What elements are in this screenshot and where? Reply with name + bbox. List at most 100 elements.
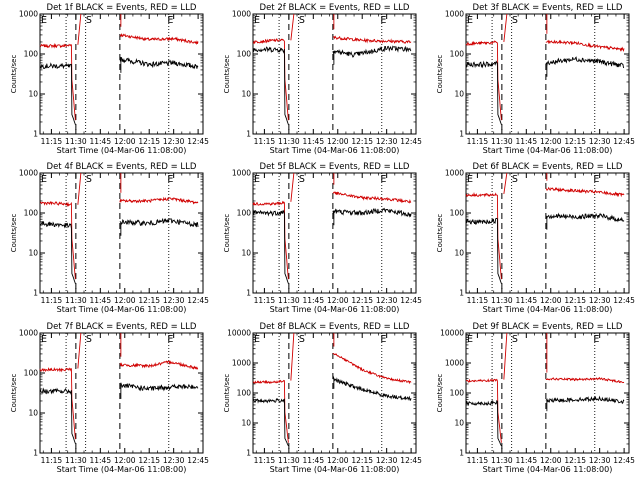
x-tick-label: 11:15 bbox=[41, 296, 63, 305]
x-tick-label: 12:45 bbox=[613, 137, 635, 146]
series-line-lld bbox=[39, 360, 199, 440]
series-line-lld bbox=[252, 191, 412, 280]
x-tick-label: 11:30 bbox=[65, 296, 87, 305]
interval-marker-s: S bbox=[299, 174, 305, 185]
y-tick-label: 100 bbox=[24, 369, 39, 378]
series-rise bbox=[290, 332, 295, 381]
interval-marker-e: E bbox=[167, 15, 173, 26]
panel-title: Det 9f BLACK = Events, RED = LLD bbox=[473, 322, 623, 332]
x-tick-label: 12:00 bbox=[540, 137, 562, 146]
y-tick-label: 10 bbox=[454, 249, 464, 258]
x-tick-label: 11:45 bbox=[302, 456, 324, 465]
interval-marker-s: S bbox=[512, 334, 518, 345]
x-tick-label: 11:15 bbox=[254, 296, 276, 305]
x-tick-label: 11:30 bbox=[491, 456, 513, 465]
panel-title: Det 6f BLACK = Events, RED = LLD bbox=[473, 162, 623, 172]
x-tick-label: 12:00 bbox=[327, 137, 349, 146]
y-tick-label: 1 bbox=[459, 289, 464, 298]
series-line-events bbox=[252, 375, 412, 447]
x-tick-label: 12:30 bbox=[376, 137, 398, 146]
y-tick-label: 10000 bbox=[227, 329, 251, 338]
y-tick-label: 1 bbox=[33, 130, 38, 139]
x-tick-label: 12:30 bbox=[163, 296, 185, 305]
panel-7: Det 7f BLACK = Events, RED = LLD 1 10 100 10… bbox=[10, 322, 209, 474]
y-tick-label: 1 bbox=[246, 289, 251, 298]
x-tick-label: 12:45 bbox=[613, 296, 635, 305]
x-tick-label: 12:00 bbox=[114, 137, 136, 146]
x-axis-label: Start Time (04-Mar-06 11:08:00) bbox=[483, 465, 613, 474]
interval-marker-e: E bbox=[467, 174, 473, 185]
x-tick-label: 11:45 bbox=[89, 137, 111, 146]
x-tick-label: 12:30 bbox=[376, 296, 398, 305]
x-tick-label: 11:30 bbox=[491, 137, 513, 146]
interval-marker-e: E bbox=[254, 15, 260, 26]
y-tick-label: 1000 bbox=[232, 10, 251, 19]
y-tick-label: 1000 bbox=[445, 169, 464, 178]
x-axis-label: Start Time (04-Mar-06 11:08:00) bbox=[57, 465, 187, 474]
y-tick-label: 1 bbox=[246, 449, 251, 458]
x-tick-label: 11:15 bbox=[254, 137, 276, 146]
x-tick-label: 12:00 bbox=[114, 456, 136, 465]
plot-frame bbox=[465, 172, 630, 294]
x-tick-label: 12:45 bbox=[187, 296, 209, 305]
x-tick-label: 12:15 bbox=[138, 456, 160, 465]
y-tick-label: 1000 bbox=[445, 10, 464, 19]
y-axis-label: Counts/sec bbox=[10, 55, 18, 94]
x-tick-label: 11:45 bbox=[302, 137, 324, 146]
x-tick-label: 11:45 bbox=[89, 296, 111, 305]
x-axis-label: Start Time (04-Mar-06 11:08:00) bbox=[483, 146, 613, 155]
interval-marker-e: E bbox=[41, 334, 47, 345]
x-tick-label: 11:45 bbox=[515, 137, 537, 146]
y-tick-label: 100 bbox=[237, 50, 252, 59]
x-tick-label: 12:00 bbox=[114, 296, 136, 305]
panel-title: Det 2f BLACK = Events, RED = LLD bbox=[260, 3, 410, 13]
interval-marker-e: E bbox=[167, 174, 173, 185]
x-tick-label: 12:15 bbox=[564, 456, 586, 465]
panel-title: Det 4f BLACK = Events, RED = LLD bbox=[47, 162, 197, 172]
series-line-lld bbox=[252, 35, 412, 121]
x-tick-label: 11:30 bbox=[491, 296, 513, 305]
y-tick-label: 1000 bbox=[445, 359, 464, 368]
interval-marker-s: S bbox=[86, 15, 92, 26]
y-tick-label: 10 bbox=[241, 249, 251, 258]
interval-marker-e: E bbox=[593, 15, 599, 26]
x-tick-label: 12:15 bbox=[351, 296, 373, 305]
x-tick-label: 12:00 bbox=[327, 456, 349, 465]
plot-frame bbox=[39, 332, 204, 454]
x-axis-label: Start Time (04-Mar-06 11:08:00) bbox=[57, 146, 187, 155]
y-tick-label: 1 bbox=[459, 130, 464, 139]
x-tick-label: 12:30 bbox=[163, 137, 185, 146]
x-axis-label: Start Time (04-Mar-06 11:08:00) bbox=[57, 305, 187, 314]
y-tick-label: 1000 bbox=[232, 169, 251, 178]
plot-frame bbox=[39, 172, 204, 294]
series-line-lld bbox=[39, 196, 199, 280]
interval-marker-e: E bbox=[593, 174, 599, 185]
x-axis-label: Start Time (04-Mar-06 11:08:00) bbox=[483, 305, 613, 314]
series-rise bbox=[77, 13, 82, 45]
x-axis-label: Start Time (04-Mar-06 11:08:00) bbox=[270, 305, 400, 314]
y-axis-label: Counts/sec bbox=[223, 214, 231, 253]
y-tick-label: 1000 bbox=[19, 329, 38, 338]
series-line-lld bbox=[465, 186, 625, 280]
y-tick-label: 1000 bbox=[19, 169, 38, 178]
x-tick-label: 12:45 bbox=[613, 456, 635, 465]
panel-title: Det 5f BLACK = Events, RED = LLD bbox=[260, 162, 410, 172]
x-tick-label: 11:15 bbox=[467, 456, 489, 465]
x-tick-label: 11:45 bbox=[89, 456, 111, 465]
interval-marker-e: E bbox=[41, 15, 47, 26]
x-tick-label: 12:15 bbox=[138, 137, 160, 146]
series-line-lld bbox=[466, 376, 625, 443]
series-rise bbox=[77, 332, 82, 369]
x-tick-label: 11:15 bbox=[254, 456, 276, 465]
y-tick-label: 10 bbox=[28, 249, 38, 258]
series-line-events bbox=[252, 45, 412, 125]
y-tick-label: 1 bbox=[33, 449, 38, 458]
panel-title: Det 8f BLACK = Events, RED = LLD bbox=[260, 322, 410, 332]
x-tick-label: 12:00 bbox=[540, 456, 562, 465]
panel-8: Det 8f BLACK = Events, RED = LLD 1 10 100 10… bbox=[223, 322, 422, 474]
y-axis-label: Counts/sec bbox=[436, 214, 444, 253]
panel-5: Det 5f BLACK = Events, RED = LLD 1 10 100 10… bbox=[223, 162, 422, 314]
y-tick-label: 1 bbox=[246, 130, 251, 139]
series-rise bbox=[290, 13, 295, 41]
